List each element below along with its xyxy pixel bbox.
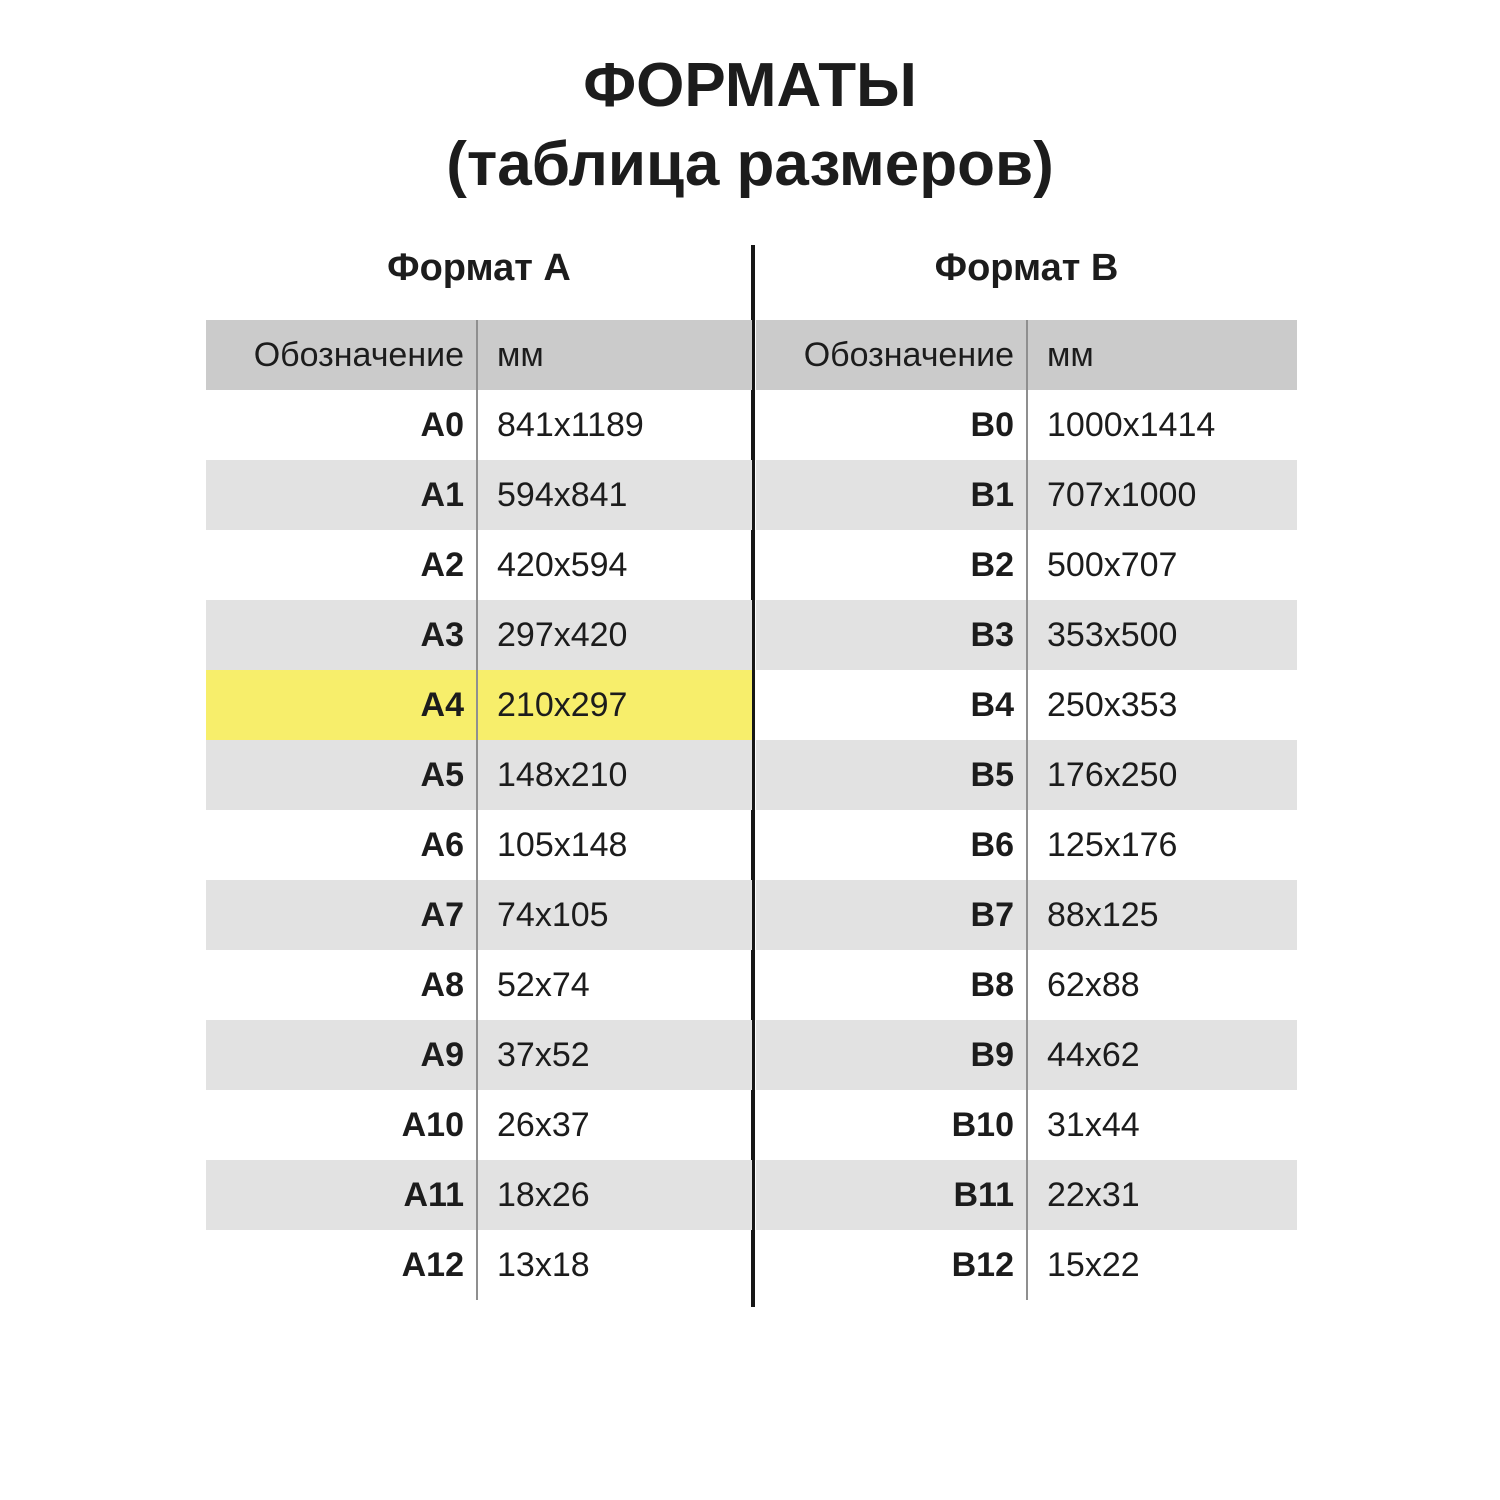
table-row: B2 500x707	[756, 530, 1297, 600]
column-header-mm: мм	[1026, 320, 1297, 390]
table-row: A9 37x52	[206, 1020, 752, 1090]
row-size-mm: 18x26	[476, 1160, 752, 1230]
format-a-table-body: A0 841x1189 A1 594x841 A2 420x594 A3 297x420 A4 2…	[206, 390, 752, 1300]
table-row: B1 707x1000	[756, 460, 1297, 530]
column-header-mm: мм	[476, 320, 752, 390]
row-designation: A11	[403, 1176, 465, 1214]
row-size-mm: 353x500	[1026, 600, 1297, 670]
table-row: A11 18x26	[206, 1160, 752, 1230]
table-row: A10 26x37	[206, 1090, 752, 1160]
row-designation: A4	[420, 686, 464, 724]
row-size-mm: 13x18	[476, 1230, 752, 1300]
row-designation: A5	[420, 756, 464, 794]
row-designation: B12	[951, 1246, 1014, 1284]
format-a-heading: Формат A	[387, 247, 571, 289]
row-designation: B8	[970, 966, 1014, 1004]
table-row: B12 15x22	[756, 1230, 1297, 1300]
table-row: B3 353x500	[756, 600, 1297, 670]
table-row: B5 176x250	[756, 740, 1297, 810]
table-row: B10 31x44	[756, 1090, 1297, 1160]
row-size-mm: 62x88	[1026, 950, 1297, 1020]
row-size-mm: 500x707	[1026, 530, 1297, 600]
row-size-mm: 297x420	[476, 600, 752, 670]
row-size-mm: 22x31	[1026, 1160, 1297, 1230]
row-size-mm: 52x74	[476, 950, 752, 1020]
column-header-designation: Обозначение	[803, 336, 1014, 374]
row-size-mm: 148x210	[476, 740, 752, 810]
table-row: A7 74x105	[206, 880, 752, 950]
row-designation: A0	[420, 406, 464, 444]
table-row: A5 148x210	[206, 740, 752, 810]
table-row: A1 594x841	[206, 460, 752, 530]
row-designation: B6	[970, 826, 1014, 864]
table-row: A3 297x420	[206, 600, 752, 670]
row-designation: A7	[420, 896, 464, 934]
center-divider-line	[751, 245, 755, 1307]
page-title-block: ФОРМАТЫ (таблица размеров)	[0, 46, 1500, 204]
table-row: B11 22x31	[756, 1160, 1297, 1230]
table-row: B0 1000x1414	[756, 390, 1297, 460]
row-size-mm: 176x250	[1026, 740, 1297, 810]
table-row: B9 44x62	[756, 1020, 1297, 1090]
page-subtitle: (таблица размеров)	[446, 130, 1054, 199]
table-row: A8 52x74	[206, 950, 752, 1020]
row-designation: B5	[970, 756, 1014, 794]
format-a-section: Формат A Обозначение мм A0 841x1189 A1 594x…	[206, 230, 752, 1300]
row-size-mm: 594x841	[476, 460, 752, 530]
row-size-mm: 250x353	[1026, 670, 1297, 740]
row-size-mm: 26x37	[476, 1090, 752, 1160]
row-designation: A9	[420, 1036, 464, 1074]
row-size-mm: 707x1000	[1026, 460, 1297, 530]
row-size-mm: 88x125	[1026, 880, 1297, 950]
row-size-mm: 125x176	[1026, 810, 1297, 880]
row-size-mm: 1000x1414	[1026, 390, 1297, 460]
row-designation: A6	[420, 826, 464, 864]
table-row-highlighted: A4 210x297	[206, 670, 752, 740]
row-size-mm: 210x297	[476, 670, 752, 740]
row-designation: A12	[401, 1246, 464, 1284]
row-size-mm: 105x148	[476, 810, 752, 880]
format-b-section: Формат B Обозначение мм B0 1000x1414 B1 707…	[756, 230, 1297, 1300]
row-size-mm: 44x62	[1026, 1020, 1297, 1090]
row-designation: B9	[970, 1036, 1014, 1074]
table-row: A2 420x594	[206, 530, 752, 600]
row-designation: B11	[953, 1176, 1015, 1214]
row-size-mm: 420x594	[476, 530, 752, 600]
page-title: ФОРМАТЫ	[583, 51, 917, 120]
row-designation: B3	[970, 616, 1014, 654]
row-designation: B2	[970, 546, 1014, 584]
table-row: B4 250x353	[756, 670, 1297, 740]
row-size-mm: 15x22	[1026, 1230, 1297, 1300]
row-designation: A10	[401, 1106, 464, 1144]
row-size-mm: 841x1189	[476, 390, 752, 460]
row-size-mm: 31x44	[1026, 1090, 1297, 1160]
row-designation: B7	[970, 896, 1014, 934]
row-designation: A1	[420, 476, 464, 514]
format-a-header-row: Обозначение мм	[206, 320, 752, 390]
format-b-heading: Формат B	[934, 247, 1119, 289]
row-designation: A8	[420, 966, 464, 1004]
table-row: A0 841x1189	[206, 390, 752, 460]
row-designation: B1	[970, 476, 1014, 514]
table-row: B8 62x88	[756, 950, 1297, 1020]
column-header-designation: Обозначение	[253, 336, 464, 374]
row-designation: B0	[970, 406, 1014, 444]
table-row: B7 88x125	[756, 880, 1297, 950]
table-row: A12 13x18	[206, 1230, 752, 1300]
row-designation: B4	[970, 686, 1014, 724]
row-size-mm: 37x52	[476, 1020, 752, 1090]
table-row: A6 105x148	[206, 810, 752, 880]
row-designation: A2	[420, 546, 464, 584]
row-designation: A3	[420, 616, 464, 654]
row-designation: B10	[951, 1106, 1014, 1144]
format-b-table-body: B0 1000x1414 B1 707x1000 B2 500x707 B3 353x500 B…	[756, 390, 1297, 1300]
row-size-mm: 74x105	[476, 880, 752, 950]
table-row: B6 125x176	[756, 810, 1297, 880]
format-b-header-row: Обозначение мм	[756, 320, 1297, 390]
